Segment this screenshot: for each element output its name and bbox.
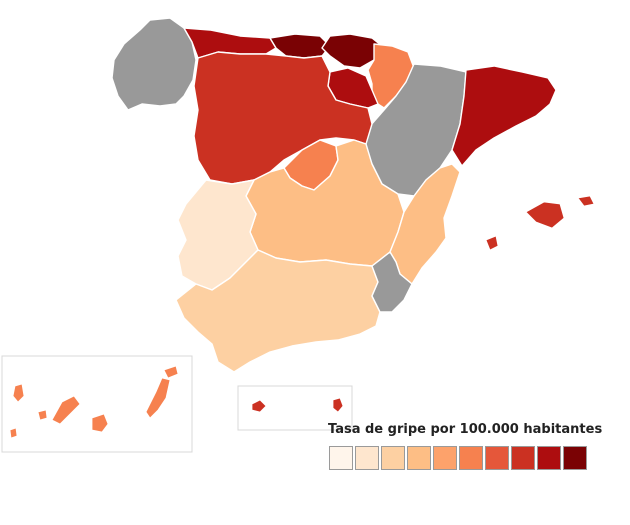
legend-swatch-2 bbox=[355, 446, 379, 470]
region-islas-baleares[interactable] bbox=[485, 195, 595, 251]
region-cantabria[interactable] bbox=[269, 33, 331, 59]
legend-swatch-3 bbox=[381, 446, 405, 470]
region-pais-vasco[interactable] bbox=[321, 33, 383, 69]
region-andalucia[interactable] bbox=[175, 249, 381, 373]
legend-swatch-7 bbox=[485, 446, 509, 470]
region-galicia[interactable] bbox=[111, 17, 197, 111]
legend-swatch-6 bbox=[459, 446, 483, 470]
region-melilla[interactable] bbox=[332, 397, 344, 413]
legend-swatch-5 bbox=[433, 446, 457, 470]
region-comunidad-valenciana[interactable] bbox=[389, 163, 461, 285]
legend-swatch-9 bbox=[537, 446, 561, 470]
legend-swatch-8 bbox=[511, 446, 535, 470]
legend-swatch-4 bbox=[407, 446, 431, 470]
region-canarias[interactable] bbox=[9, 365, 179, 439]
legend: Tasa de gripe por 100.000 habitantes bbox=[328, 422, 602, 478]
legend-swatch-10 bbox=[563, 446, 587, 470]
region-cataluna[interactable] bbox=[451, 65, 557, 167]
legend-color-scale bbox=[329, 446, 587, 470]
legend-title: Tasa de gripe por 100.000 habitantes bbox=[328, 422, 603, 437]
region-ceuta[interactable] bbox=[251, 399, 267, 413]
region-murcia[interactable] bbox=[371, 251, 413, 313]
canarias-inset-frame bbox=[1, 355, 193, 453]
legend-swatch-1 bbox=[329, 446, 353, 470]
ceuta-melilla-inset-frame bbox=[237, 385, 353, 431]
